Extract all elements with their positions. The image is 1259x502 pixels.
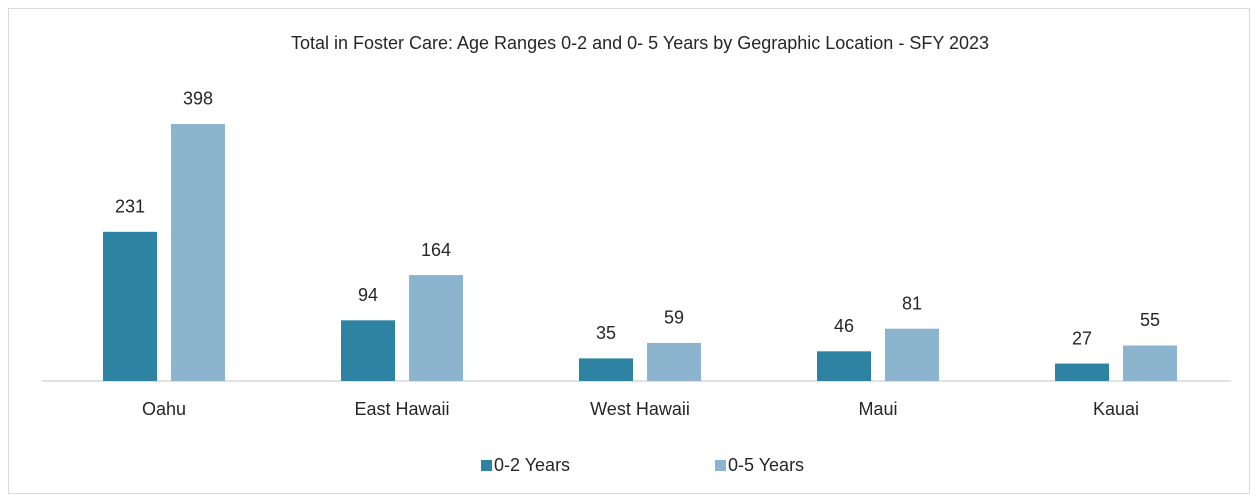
x-tick-label: East Hawaii bbox=[354, 399, 449, 419]
value-label: 81 bbox=[902, 293, 922, 313]
bar bbox=[341, 320, 395, 381]
bar bbox=[171, 123, 225, 382]
bar bbox=[817, 351, 871, 381]
value-label: 164 bbox=[421, 240, 451, 260]
value-label: 27 bbox=[1072, 328, 1092, 348]
x-tick-label: West Hawaii bbox=[590, 399, 690, 419]
value-label: 59 bbox=[664, 308, 684, 328]
bar bbox=[1123, 345, 1177, 381]
legend-swatch bbox=[715, 460, 726, 471]
x-tick-label: Kauai bbox=[1093, 399, 1139, 419]
value-label: 398 bbox=[183, 89, 213, 109]
value-label: 231 bbox=[115, 197, 145, 217]
bar bbox=[579, 358, 633, 381]
bar bbox=[885, 328, 939, 381]
legend-label: 0-2 Years bbox=[494, 455, 570, 475]
legend-label: 0-5 Years bbox=[728, 455, 804, 475]
x-tick-label: Oahu bbox=[142, 399, 186, 419]
bar bbox=[103, 231, 157, 381]
bar bbox=[647, 342, 701, 381]
value-label: 55 bbox=[1140, 310, 1160, 330]
x-tick-label: Maui bbox=[858, 399, 897, 419]
chart-title: Total in Foster Care: Age Ranges 0-2 and… bbox=[291, 33, 989, 53]
bar bbox=[409, 275, 463, 381]
value-label: 35 bbox=[596, 323, 616, 343]
legend-swatch bbox=[481, 460, 492, 471]
bar bbox=[1055, 363, 1109, 381]
value-label: 46 bbox=[834, 316, 854, 336]
value-label: 94 bbox=[358, 285, 378, 305]
